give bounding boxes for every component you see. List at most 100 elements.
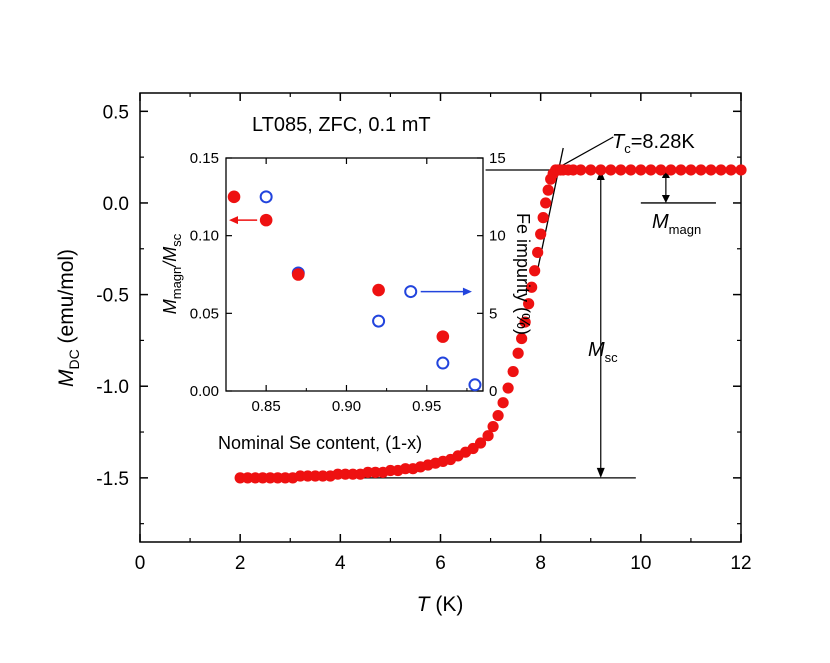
y-axis-label-main: M [55,369,78,387]
inset-ratio-point [259,213,273,227]
main-data-point [507,365,519,378]
tc-label-value: =8.28K [631,131,696,153]
main-data-point [492,409,504,422]
main-data-point [542,184,554,196]
main-data-point [482,430,494,442]
main-axis-ticks: 0 2 4 6 8 10 12 0.5 0.0 -0.5 -1.0 -1.5 [96,93,752,574]
inset-ratio-point [436,330,450,343]
inset-left-label-m2: /M [160,247,180,269]
main-data-point [695,164,707,176]
main-data-point [645,164,657,176]
inset-x-tick-label: 0.85 [252,398,281,415]
mmagn-arrowhead-up [661,169,670,178]
y-tick-label: -0.5 [96,286,129,307]
inset-right-tick-label: 10 [489,228,506,245]
main-data-point [725,164,737,176]
mmagn-label-sub: magn [669,222,702,237]
inset-right-tick-label: 5 [489,305,497,322]
main-data-point [532,246,544,259]
main-data-point [526,281,538,293]
tc-pointer-line [560,136,614,167]
main-data-point [519,316,531,328]
inset-axis-ticks: 0.85 0.90 0.95 0.00 0.05 0.10 0.15 0 5 10 15 [190,150,506,415]
main-data-point [605,164,617,176]
msc-label: Msc [588,339,618,365]
msc-label-sub: sc [605,350,619,365]
main-data-point [512,347,524,359]
inset-x-tick-label: 0.90 [332,398,361,415]
main-data-point [685,164,697,176]
main-data-point [595,164,607,176]
y-tick-label: -1.0 [96,377,129,398]
x-axis-label: T (K) [417,593,464,616]
main-data-point [675,164,687,176]
inset-left-tick-label: 0.10 [190,228,219,245]
main-data-point [537,212,549,224]
main-data-point [497,397,509,409]
inset-ratio-point [291,268,305,281]
main-data-point [529,265,541,277]
main-data-point [540,197,552,209]
inset-left-axis-label: Mmagn/Msc [160,233,184,314]
mmagn-label-main: M [652,211,669,233]
main-data-point [655,164,667,176]
main-data-point [625,164,637,176]
mmagn-label: Mmagn [652,211,701,237]
x-axis-label-unit: (K) [430,593,464,616]
tc-label: Tc=8.28K [612,131,695,156]
tc-label-sub: c [624,141,631,156]
inset-left-tick-label: 0.05 [190,305,219,322]
inset-fe-impurity-point [372,314,386,328]
inset-left-label-sub1: magn [169,267,184,300]
x-tick-label: 4 [335,553,346,574]
x-tick-label: 10 [630,553,651,574]
x-tick-label: 0 [135,553,146,574]
x-tick-label: 8 [535,553,546,574]
inset-x-tick-label: 0.95 [412,398,441,415]
inset-data-points [227,190,482,392]
x-axis-label-main: T [417,593,432,616]
inset-right-tick-label: 15 [489,150,506,167]
inset-plot-frame [225,157,484,392]
inset-left-tick-label: 0.00 [190,383,219,400]
inset-left-label-sub2: sc [169,233,184,247]
x-tick-label: 6 [435,553,446,574]
inset-right-arrowhead [462,287,472,296]
mmagn-arrowhead-down [661,194,670,203]
y-tick-label: 0.5 [103,102,129,123]
main-data-point [516,332,528,345]
main-data-point [635,164,647,176]
inset-right-tick-label: 0 [489,383,497,400]
inset-left-label-m1: M [160,299,180,314]
inset-fe-impurity-point [436,356,450,370]
inset-series-arrows [229,216,472,296]
y-axis-label: MDC (emu/mol) [55,249,82,387]
main-data-point [705,164,717,176]
y-axis-label-sub: DC [66,349,82,369]
main-data-point [585,164,597,176]
main-data-point [665,164,677,176]
main-data-point [523,298,535,310]
main-data-point [735,164,747,176]
inset-left-tick-label: 0.15 [190,150,219,167]
inset-left-arrowhead [229,216,238,225]
inset-right-axis-label: Fe impurity (%) [513,213,533,335]
y-axis-label-unit: (emu/mol) [55,249,78,349]
main-data-point [715,164,727,176]
msc-label-main: M [588,339,605,361]
main-data-point [615,164,627,176]
main-data-point [474,437,487,449]
msc-arrowhead-down [596,467,605,478]
main-title: LT085, ZFC, 0.1 mT [252,114,431,136]
inset-x-axis-label: Nominal Se content, (1-x) [218,433,422,453]
inset-ratio-point [227,190,241,204]
main-data-point [535,228,547,240]
x-tick-label: 2 [235,553,246,574]
inset-ratio-point [372,283,385,297]
inset-fe-impurity-point [468,378,482,392]
y-tick-label: -1.5 [96,469,129,490]
tc-label-main: T [612,131,626,153]
inset-fe-impurity-point [259,190,273,204]
main-data-points [234,164,747,484]
